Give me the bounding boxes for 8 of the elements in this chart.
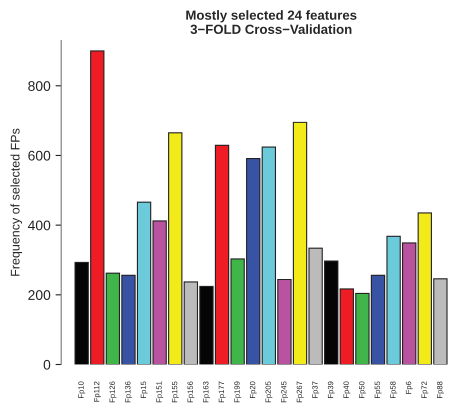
y-tick-label: 600: [28, 150, 50, 161]
y-axis-title: Frequency of selected FPs: [10, 128, 22, 276]
chart-subtitle: 3−FOLD Cross−Validation: [190, 24, 352, 34]
y-tick-label: 800: [28, 81, 50, 91]
chart-title: Mostly selected 24 features: [186, 10, 356, 22]
y-tick-label: 0: [44, 360, 50, 370]
y-tick-label: 200: [28, 290, 50, 300]
y-tick-label: 400: [28, 220, 50, 230]
